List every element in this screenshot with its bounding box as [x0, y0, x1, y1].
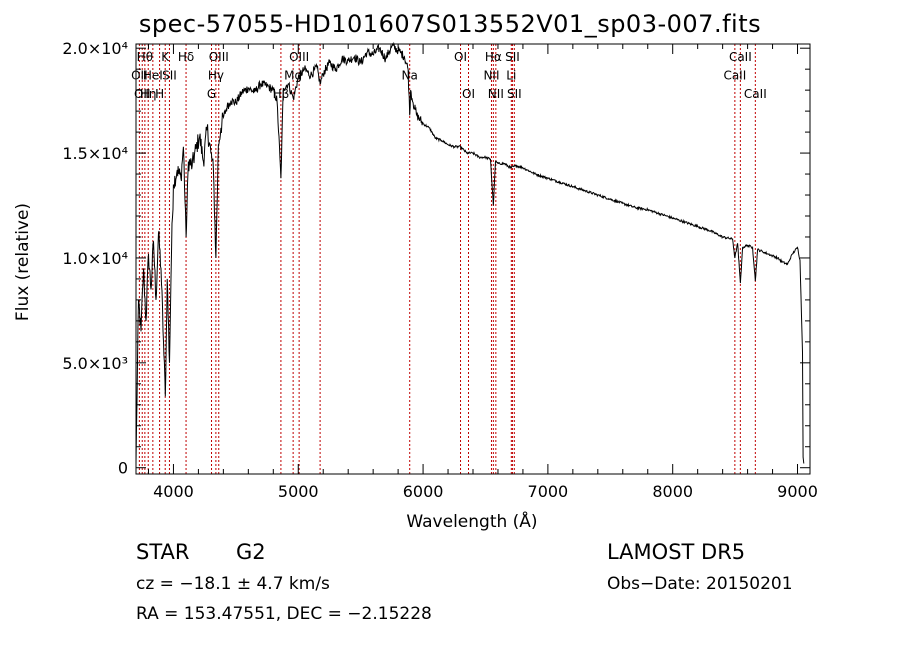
line-label-22: Li [506, 69, 516, 83]
redshift-velocity: cz = −18.1 ± 4.7 km/s [136, 574, 330, 594]
spectral-line-labels: OIIOIIHθHηHeIHKSIIHδGHγOIIIHβMgOIIINaOIO… [131, 50, 767, 101]
y-axis-label: Flux (relative) [13, 203, 33, 321]
chart-title: spec-57055-HD101607S013552V01_sp03-007.f… [138, 10, 762, 38]
plot-frame [135, 43, 811, 475]
line-label-9: G [207, 87, 216, 101]
y-tick-label: 1.5×10⁴ [62, 144, 128, 163]
x-axis-label: Wavelength (Å) [406, 510, 537, 532]
line-label-0: OII [131, 69, 148, 83]
line-label-24: SII [507, 87, 522, 101]
line-label-25: CaII [723, 69, 746, 83]
line-label-10: Hγ [208, 69, 224, 83]
y-tick-label: 1.0×10⁴ [62, 249, 128, 268]
line-label-8: Hδ [178, 50, 194, 64]
x-tick-label: 8000 [652, 482, 693, 501]
y-tick-label: 5.0×10³ [62, 354, 128, 373]
coordinates: RA = 153.47551, DEC = −2.15228 [136, 604, 432, 624]
spectral-subclass: G2 [236, 540, 266, 564]
observation-date: Obs−Date: 20150201 [607, 574, 793, 594]
line-label-2: Hθ [137, 50, 153, 64]
line-label-20: Hα [485, 50, 502, 64]
line-label-3: Hη [140, 87, 157, 101]
spectral-line-markers [138, 44, 756, 474]
x-axis-ticks: 4000 5000 6000 7000 8000 9000 [147, 44, 818, 501]
line-label-21: NII [488, 87, 504, 101]
y-axis-ticks: 0 5.0×10³ 1.0×10⁴ 1.5×10⁴ 2.0×10⁴ [62, 39, 810, 478]
x-tick-label: 7000 [528, 482, 569, 501]
x-tick-label: 9000 [777, 482, 818, 501]
line-label-14: OIII [289, 50, 309, 64]
line-label-6: K [161, 50, 170, 64]
x-tick-label: 5000 [278, 482, 319, 501]
line-label-18: OI [462, 87, 475, 101]
object-type: STAR [136, 540, 190, 564]
line-label-19: NII [483, 69, 499, 83]
line-label-7: SII [162, 69, 177, 83]
line-label-16: Na [402, 69, 418, 83]
line-label-11: OIII [209, 50, 229, 64]
survey-name: LAMOST DR5 [607, 540, 746, 564]
spectrum-line [135, 41, 805, 464]
line-label-17: OI [454, 50, 467, 64]
line-label-27: CaII [744, 87, 767, 101]
line-label-4: HeI [143, 69, 163, 83]
line-label-5: H [155, 87, 164, 101]
y-tick-label: 0 [118, 459, 128, 478]
x-tick-label: 4000 [153, 482, 194, 501]
x-tick-label: 6000 [403, 482, 444, 501]
line-label-23: SII [505, 50, 520, 64]
line-label-26: CaII [729, 50, 752, 64]
y-tick-label: 2.0×10⁴ [62, 39, 128, 58]
